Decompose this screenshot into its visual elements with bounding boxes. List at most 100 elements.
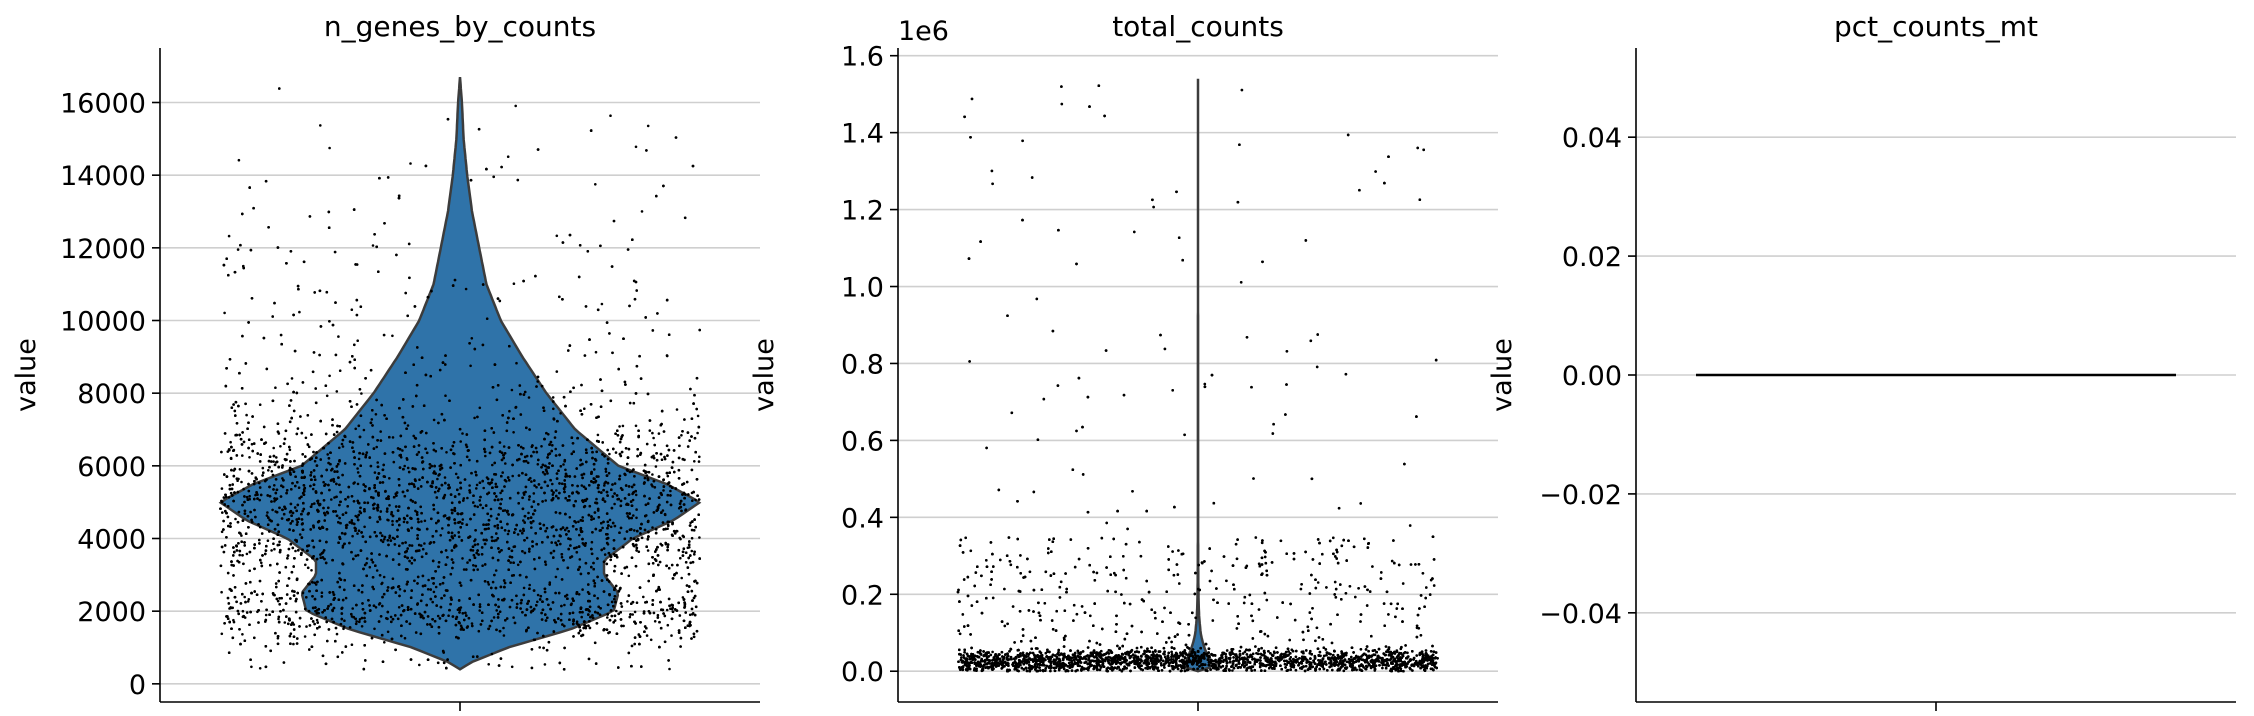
- strip-point: [491, 463, 494, 467]
- strip-point: [564, 468, 567, 472]
- strip-point: [497, 598, 500, 601]
- strip-point: [645, 474, 649, 477]
- strip-point: [312, 450, 315, 454]
- strip-point: [363, 563, 367, 567]
- strip-point: [396, 509, 400, 512]
- strip-point: [418, 478, 421, 482]
- strip-point: [667, 659, 670, 662]
- strip-point: [531, 540, 534, 543]
- strip-point: [277, 432, 281, 435]
- strip-point: [524, 485, 528, 489]
- strip-point: [271, 315, 275, 318]
- strip-point: [327, 461, 330, 465]
- strip-point: [284, 429, 288, 433]
- strip-point: [626, 600, 629, 603]
- strip-point: [535, 604, 538, 607]
- strip-point: [420, 555, 424, 559]
- strip-point: [275, 585, 278, 589]
- strip-point: [526, 461, 530, 465]
- strip-point: [417, 543, 421, 547]
- strip-point: [517, 502, 520, 505]
- strip-point: [334, 353, 338, 357]
- strip-point: [565, 526, 569, 530]
- strip-point: [372, 587, 376, 591]
- strip-point: [337, 521, 340, 524]
- strip-point: [368, 487, 371, 491]
- strip-point: [241, 609, 245, 613]
- strip-point: [479, 503, 482, 507]
- strip-point: [698, 536, 701, 539]
- strip-point: [378, 481, 382, 484]
- strip-point: [418, 663, 421, 667]
- strip-point: [508, 344, 511, 348]
- strip-point: [613, 597, 616, 601]
- strip-point: [610, 488, 613, 492]
- strip-point: [382, 333, 386, 337]
- strip-point: [637, 550, 641, 553]
- strip-point: [676, 563, 679, 567]
- strip-point: [542, 523, 546, 527]
- strip-point: [603, 484, 606, 487]
- strip-point: [630, 644, 634, 648]
- strip-point: [341, 513, 345, 516]
- strip-point: [485, 317, 489, 321]
- strip-point: [334, 626, 338, 630]
- strip-point: [388, 477, 391, 480]
- strip-point: [355, 620, 359, 623]
- strip-point: [538, 646, 541, 649]
- strip-point: [408, 544, 412, 547]
- strip-point: [357, 424, 361, 428]
- strip-point: [360, 625, 364, 628]
- strip-point: [534, 446, 538, 450]
- strip-point: [341, 445, 345, 448]
- strip-point: [560, 604, 563, 608]
- strip-point: [409, 162, 412, 165]
- strip-point: [272, 446, 276, 450]
- strip-point: [666, 527, 669, 530]
- strip-point: [472, 513, 476, 516]
- strip-point: [220, 530, 224, 534]
- strip-point: [311, 487, 315, 491]
- strip-point: [541, 500, 544, 503]
- strip-point: [292, 642, 295, 646]
- strip-point: [391, 519, 394, 523]
- strip-point: [426, 623, 429, 626]
- strip-point: [698, 328, 701, 332]
- strip-point: [476, 415, 479, 419]
- strip-point: [635, 508, 638, 511]
- strip-point: [640, 210, 644, 213]
- strip-point: [415, 513, 419, 516]
- strip-point: [461, 612, 465, 615]
- strip-point: [326, 453, 330, 456]
- strip-point: [623, 497, 627, 500]
- strip-point: [456, 476, 460, 479]
- strip-point: [353, 522, 356, 526]
- strip-point: [681, 596, 685, 599]
- strip-point: [502, 445, 506, 448]
- strip-point: [612, 539, 616, 542]
- strip-point: [692, 632, 696, 636]
- strip-point: [504, 462, 507, 465]
- strip-point: [533, 558, 536, 561]
- strip-point: [408, 276, 411, 280]
- strip-point: [398, 466, 402, 469]
- strip-point: [226, 571, 230, 575]
- strip-point: [571, 442, 575, 445]
- strip-point: [606, 520, 610, 524]
- strip-point: [587, 592, 591, 595]
- strip-point: [540, 384, 544, 388]
- strip-point: [243, 639, 247, 642]
- strip-point: [371, 576, 375, 579]
- strip-point: [593, 641, 597, 645]
- strip-point: [604, 467, 608, 471]
- strip-point: [282, 608, 285, 612]
- strip-point: [261, 466, 265, 470]
- strip-point: [444, 354, 447, 357]
- strip-point: [547, 433, 550, 436]
- strip-point: [383, 414, 386, 417]
- strip-point: [258, 542, 261, 545]
- strip-point: [342, 627, 345, 631]
- strip-point: [508, 409, 511, 413]
- strip-point: [291, 481, 294, 485]
- strip-point: [337, 598, 341, 601]
